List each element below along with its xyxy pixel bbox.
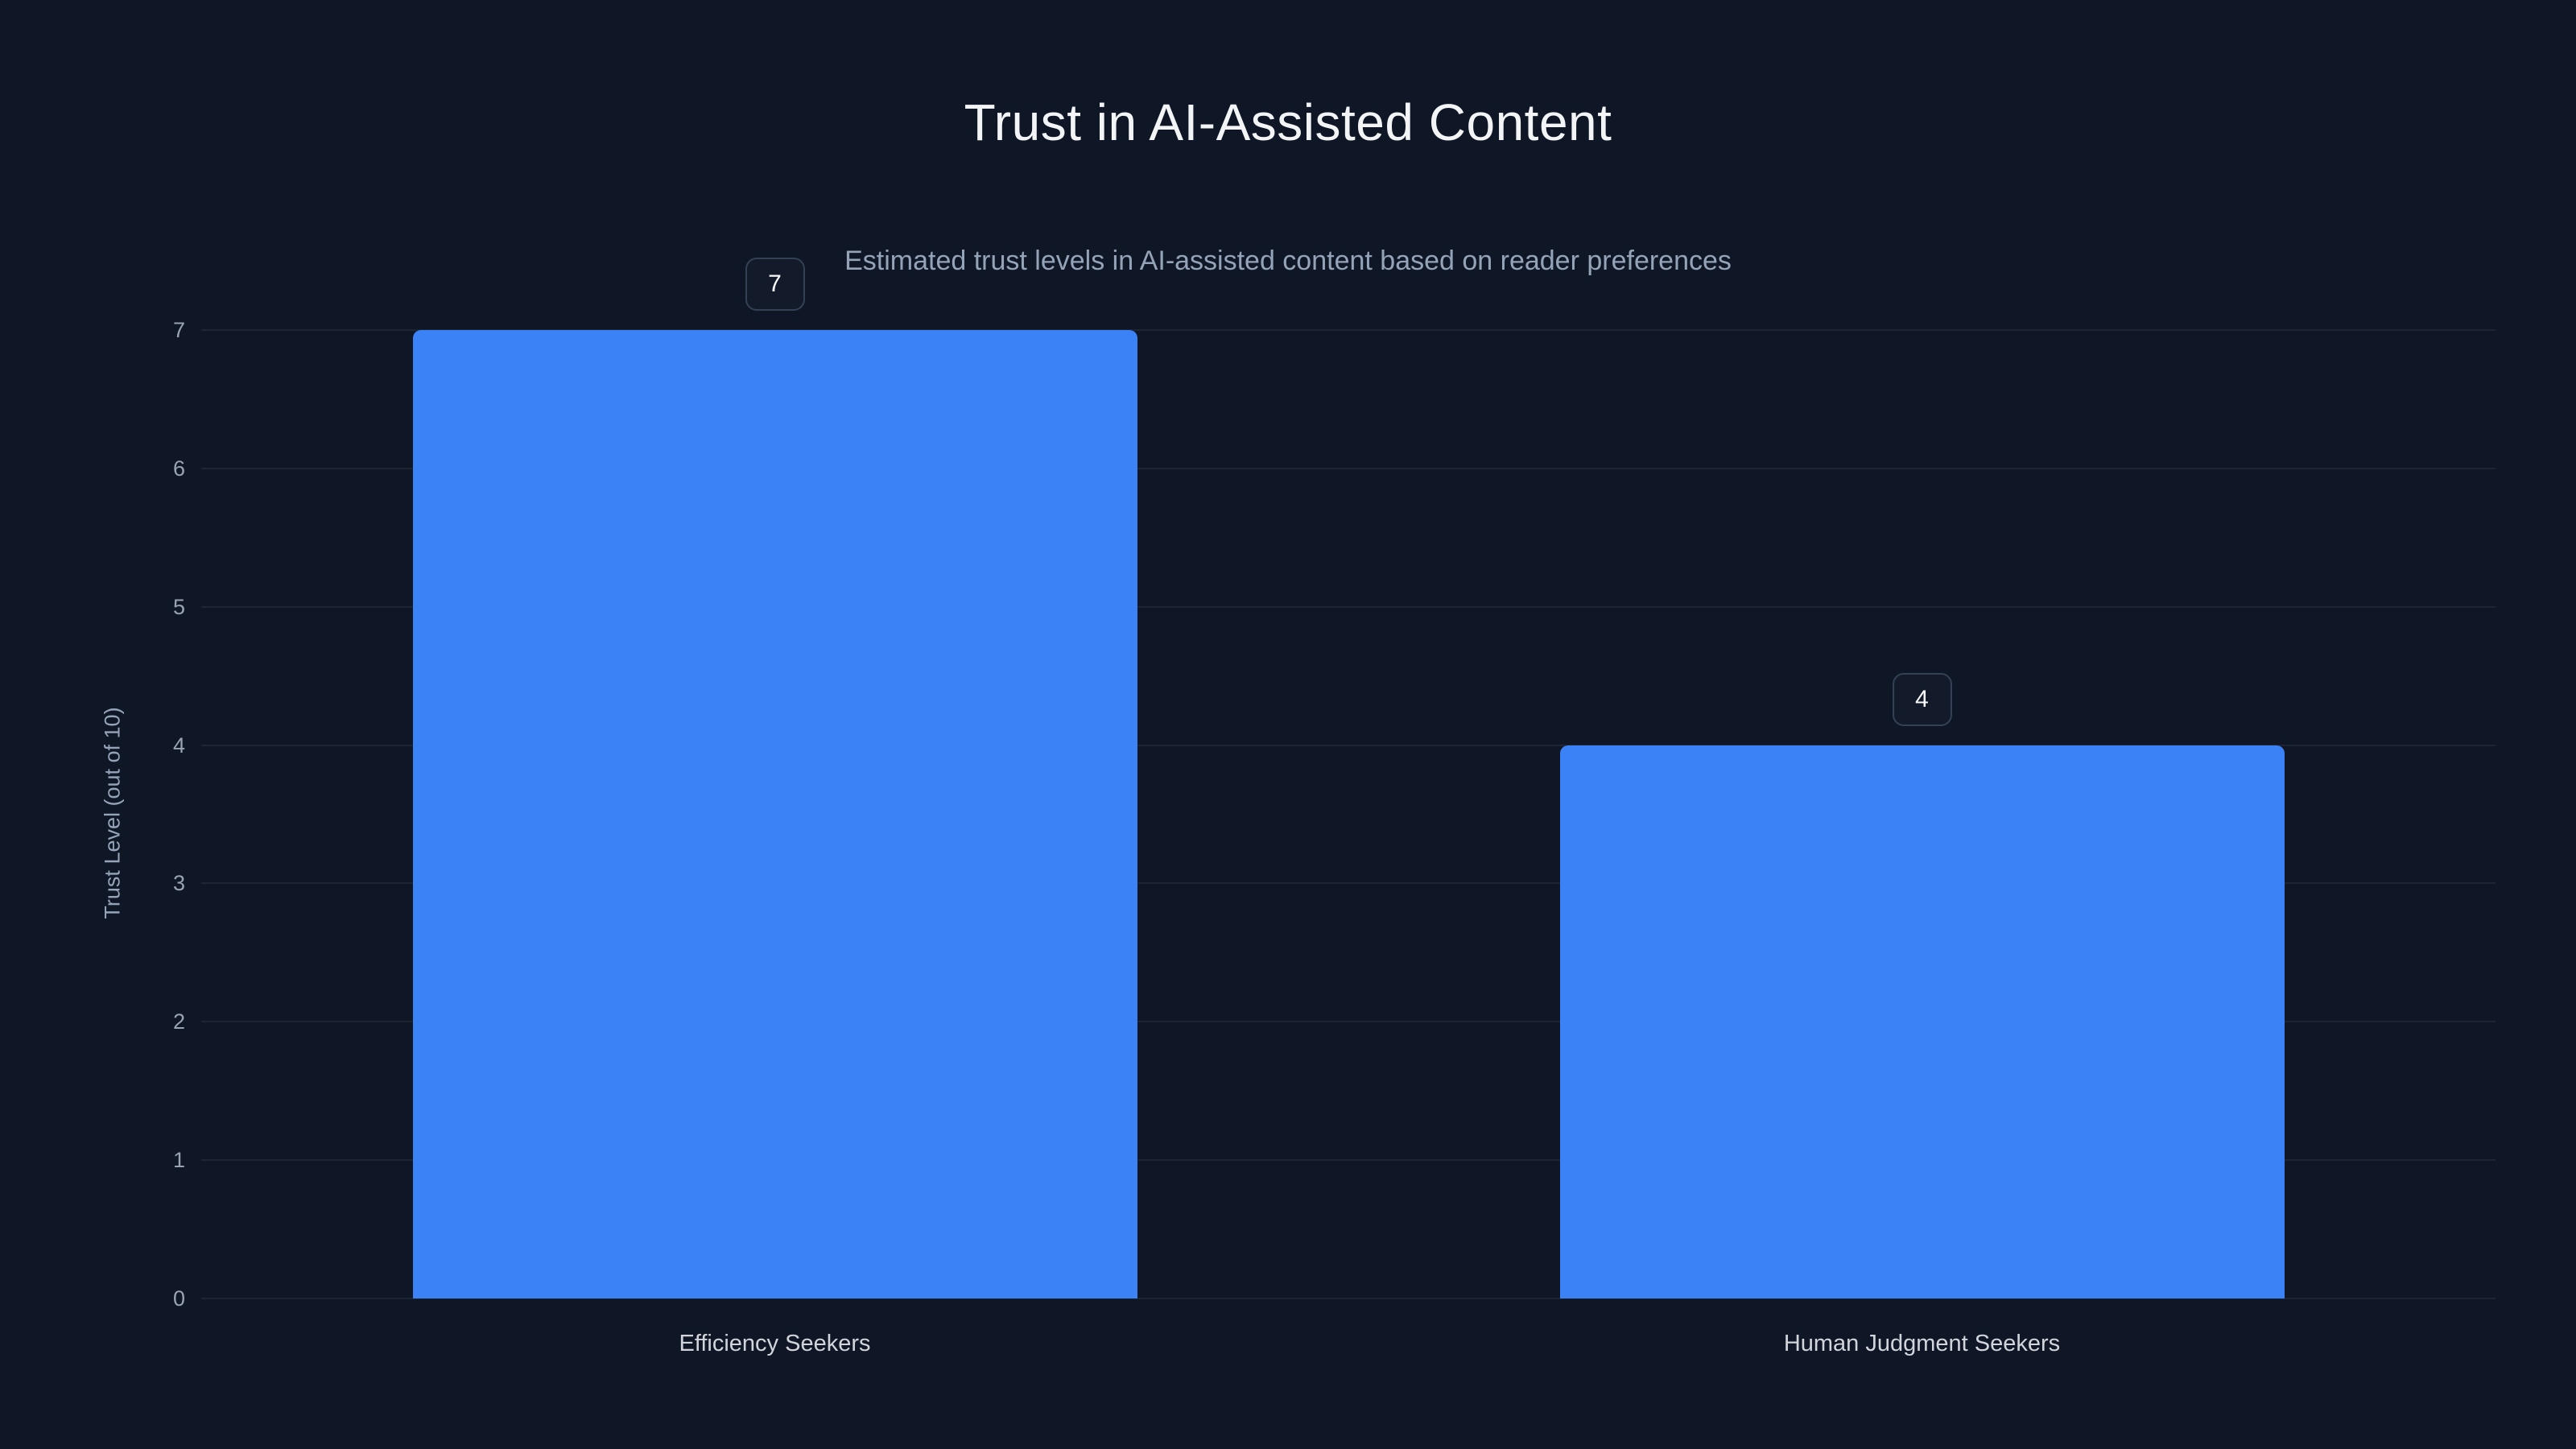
chart-title: Trust in AI-Assisted Content (964, 93, 1612, 151)
gridline (201, 744, 2496, 746)
y-tick-label: 1 (172, 1148, 185, 1173)
gridline (201, 1021, 2496, 1023)
y-tick-label: 2 (172, 1009, 185, 1034)
gridline (201, 1159, 2496, 1162)
gridline (201, 605, 2496, 608)
bar[interactable] (1559, 745, 2285, 1298)
y-tick-label: 0 (172, 1286, 185, 1311)
gridline (201, 1298, 2496, 1299)
value-label-badge: 4 (1892, 672, 1952, 726)
chart-subtitle: Estimated trust levels in AI-assisted co… (844, 246, 1732, 276)
y-tick-label: 7 (172, 318, 185, 342)
category-label: Human Judgment Seekers (1783, 1331, 2061, 1356)
gridline (201, 329, 2496, 331)
y-tick-label: 4 (172, 733, 185, 758)
value-label-badge: 7 (745, 258, 805, 311)
category-label: Efficiency Seekers (679, 1331, 871, 1356)
bar[interactable] (412, 330, 1137, 1298)
gridline (201, 882, 2496, 885)
y-tick-label: 6 (172, 456, 185, 481)
y-tick-label: 3 (172, 871, 185, 896)
y-tick-label: 5 (172, 594, 185, 619)
gridline (201, 467, 2496, 469)
